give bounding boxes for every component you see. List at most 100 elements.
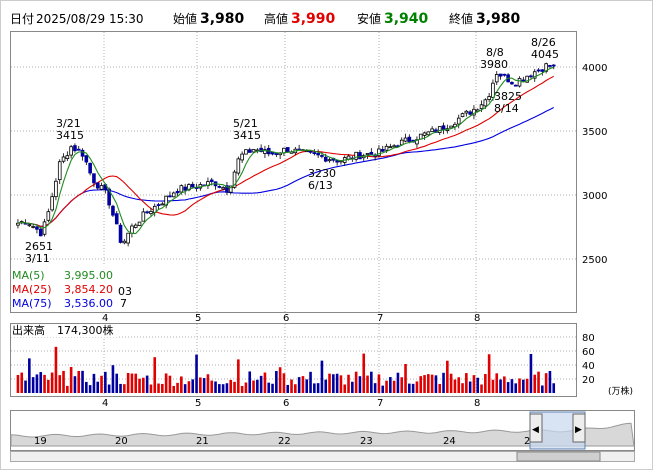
volume-bar <box>130 373 134 393</box>
volume-bar <box>206 374 210 393</box>
candle-body <box>73 145 77 152</box>
volume-bar <box>354 371 358 393</box>
candle-body <box>510 81 514 85</box>
candle-body <box>384 145 389 151</box>
candle-body <box>377 148 381 157</box>
candle-body <box>304 150 309 153</box>
month-label: 4 <box>102 398 108 409</box>
candle-body <box>540 69 545 72</box>
volume-bar <box>176 382 179 393</box>
candle-body <box>491 82 495 98</box>
volume-bar <box>237 359 240 393</box>
month-label: 8 <box>474 398 480 409</box>
volume-tick-label: 60 <box>582 347 595 358</box>
volume-bar <box>252 380 255 393</box>
navigator-label: 19 <box>34 436 47 447</box>
price-tick-label: 2500 <box>582 255 607 266</box>
volume-bar <box>43 374 46 393</box>
candle-body <box>240 153 244 161</box>
volume-bar <box>400 377 404 393</box>
candle-body <box>316 152 320 156</box>
navigator-handle-left[interactable] <box>529 413 543 443</box>
candle-body <box>551 64 556 67</box>
volume-bar <box>430 374 434 393</box>
annotation-price: 2651 <box>25 240 53 253</box>
ma25-path <box>17 75 554 227</box>
candle-body <box>232 171 237 188</box>
volume-label-bg <box>11 324 119 337</box>
candle-body <box>274 153 279 155</box>
candle-body <box>69 146 73 156</box>
navigator-label: 2 <box>524 436 530 447</box>
candle-body <box>456 117 461 125</box>
volume-bar <box>73 376 77 393</box>
candle-body <box>76 148 81 151</box>
datetime: 2025/08/29 15:30 <box>36 12 144 26</box>
annotation-date: 3/11 <box>25 252 50 265</box>
candle-body <box>407 136 412 142</box>
volume-bar <box>362 353 366 393</box>
volume-axis: 80 60 40 20 (万株) <box>582 333 633 397</box>
volume-bar <box>343 384 347 393</box>
annotation-date: 8/26 <box>531 36 556 49</box>
volume-bar <box>62 370 65 393</box>
volume-bar <box>339 375 343 393</box>
candle-body <box>403 137 408 142</box>
volume-bar <box>487 354 491 393</box>
month-axis-volume: 4 5 6 7 8 <box>102 398 480 409</box>
volume-tick-label: 20 <box>582 375 595 386</box>
volume-bar <box>134 373 138 393</box>
volume-bar <box>381 385 385 393</box>
volume-bar <box>446 360 449 393</box>
candle-body <box>494 74 499 83</box>
close-label: 終値 <box>449 11 473 26</box>
candle-body <box>536 69 541 72</box>
navigator-label: 23 <box>360 436 373 447</box>
candle-body <box>50 196 54 211</box>
volume-bar <box>145 375 149 393</box>
volume-bar <box>392 380 396 393</box>
candle-body <box>80 149 85 157</box>
month-label: 6 <box>283 398 289 409</box>
candle-body <box>118 224 123 243</box>
candle-body <box>323 156 328 162</box>
candle-body <box>392 145 396 148</box>
volume-bar <box>335 373 339 393</box>
date-label: 日付 <box>10 12 34 26</box>
volume-bar <box>491 379 495 393</box>
annotation-price: 03 <box>118 285 132 298</box>
volume-bar <box>92 373 96 393</box>
volume-bar <box>111 365 115 393</box>
volume-bar <box>259 375 263 393</box>
candle-body <box>35 226 39 230</box>
volume-bar <box>35 374 39 393</box>
candle-body <box>38 228 43 237</box>
navigator-handle-right[interactable] <box>572 413 586 443</box>
scrollbar-track[interactable] <box>10 451 635 462</box>
scrollbar-thumb[interactable] <box>516 451 601 462</box>
volume-bar <box>286 384 290 393</box>
candle-body <box>46 211 51 221</box>
navigator[interactable]: ◀ ▶ 19 20 21 22 23 24 2 <box>10 410 635 462</box>
legend-ma75-label: MA(75) <box>12 297 52 310</box>
volume-bar <box>278 367 282 393</box>
annotation-price: 3825 <box>494 90 522 103</box>
volume-bar <box>271 383 274 393</box>
price-panel-frame <box>10 31 577 313</box>
volume-bar <box>438 383 442 393</box>
volume-bar <box>161 383 164 393</box>
volume-bar <box>324 379 328 393</box>
candle-body <box>168 195 172 198</box>
volume-bar <box>180 376 183 393</box>
volume-bar <box>411 383 415 393</box>
ma25-line <box>17 75 554 227</box>
candle-body <box>327 159 332 162</box>
volume-bar <box>39 372 43 393</box>
volume-bar <box>202 378 206 393</box>
candle-body <box>149 211 153 214</box>
volume-bar <box>164 373 168 393</box>
volume-bar <box>100 375 103 393</box>
volume-bar <box>544 373 548 393</box>
volume-bar <box>138 378 141 393</box>
volume-bar <box>396 372 400 393</box>
